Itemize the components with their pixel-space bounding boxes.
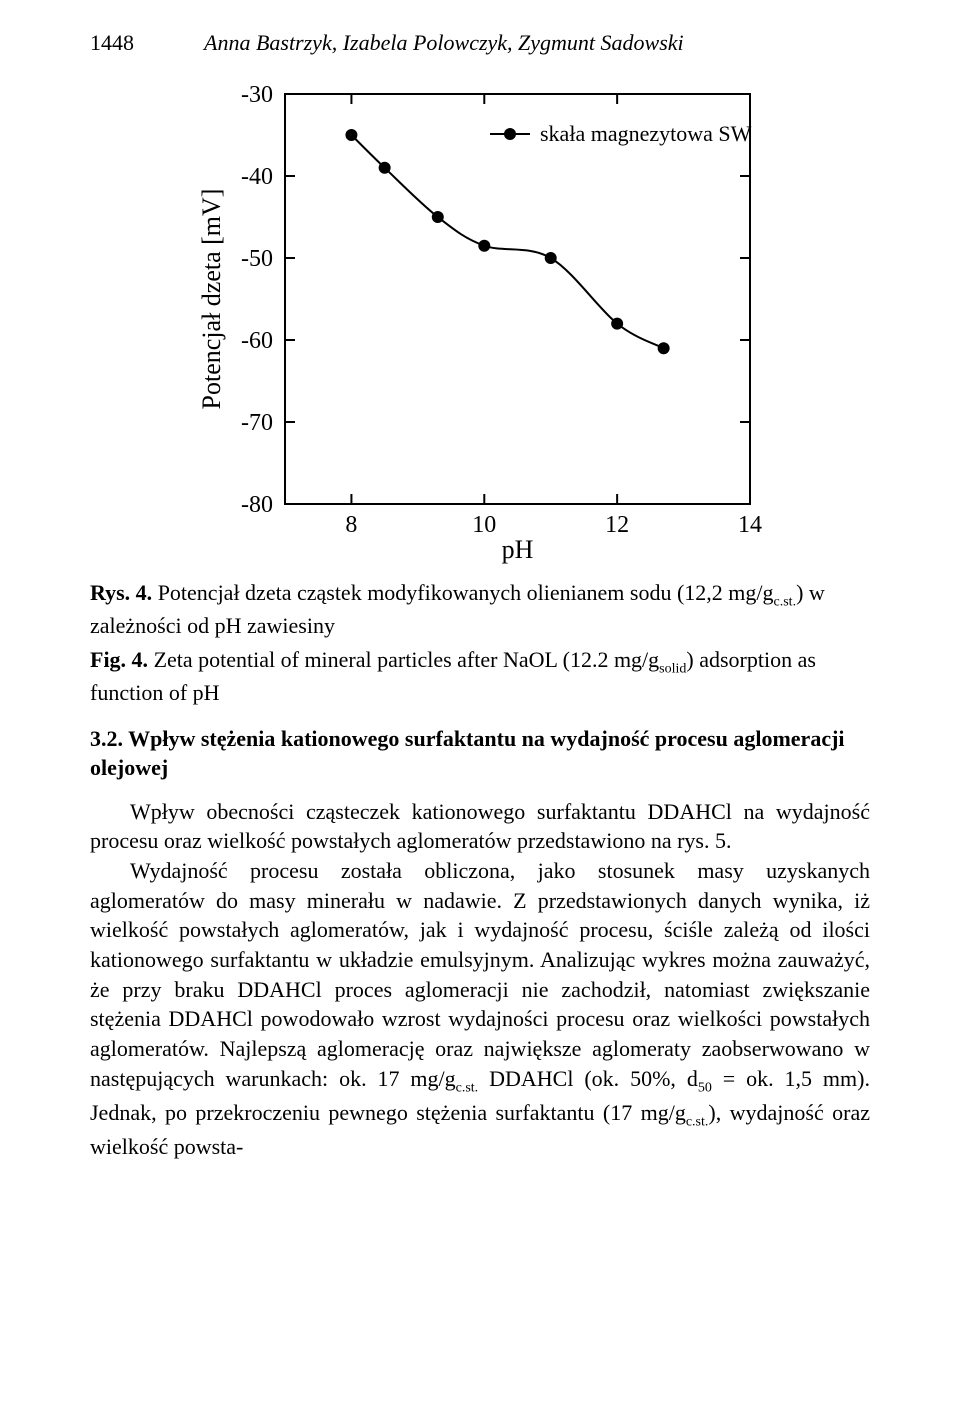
running-header: 1448 Anna Bastrzyk, Izabela Polowczyk, Z… (90, 30, 870, 56)
p2-t1: Wydajność procesu została obliczona, jak… (90, 858, 870, 1091)
svg-text:-30: -30 (241, 82, 273, 108)
caption-pl-prefix: Rys. 4. (90, 580, 152, 605)
caption-en-text1: Zeta potential of mineral particles afte… (148, 647, 659, 672)
svg-text:Potencjał dzeta [mV]: Potencjał dzeta [mV] (197, 189, 226, 410)
p2-s1: c.st. (456, 1080, 479, 1095)
caption-pl-text1: Potencjał dzeta cząstek modyfikowanych o… (152, 580, 773, 605)
paragraph-2: Wydajność procesu została obliczona, jak… (90, 856, 870, 1162)
section-number: 3.2. (90, 726, 123, 751)
svg-text:pH: pH (502, 535, 534, 564)
svg-text:-40: -40 (241, 164, 273, 190)
svg-text:-80: -80 (241, 492, 273, 518)
header-authors: Anna Bastrzyk, Izabela Polowczyk, Zygmun… (204, 30, 684, 56)
caption-pl: Rys. 4. Potencjał dzeta cząstek modyfiko… (90, 579, 870, 640)
p2-s2: 50 (698, 1080, 712, 1095)
caption-en: Fig. 4. Zeta potential of mineral partic… (90, 646, 870, 707)
page-number: 1448 (90, 30, 134, 56)
caption-en-sub1: solid (659, 662, 686, 677)
section-heading: 3.2. Wpływ stężenia kationowego surfakta… (90, 725, 870, 782)
svg-text:skała magnezytowa SW: skała magnezytowa SW (540, 121, 752, 146)
paragraph-1: Wpływ obecności cząsteczek kationowego s… (90, 797, 870, 856)
svg-text:14: 14 (738, 512, 762, 538)
section-title: Wpływ stężenia kationowego surfaktantu n… (90, 726, 845, 780)
svg-text:8: 8 (345, 512, 357, 538)
caption-en-prefix: Fig. 4. (90, 647, 148, 672)
p2-t2: DDAHCl (ok. 50%, d (478, 1066, 698, 1091)
svg-text:-70: -70 (241, 410, 273, 436)
svg-text:-50: -50 (241, 246, 273, 272)
p2-s3: c.st. (686, 1114, 709, 1129)
caption-pl-sub1: c.st. (774, 594, 797, 609)
svg-text:-60: -60 (241, 328, 273, 354)
svg-text:12: 12 (605, 512, 629, 538)
zeta-chart: -30 -40 -50 -60 -70 -80 8 10 12 14 pH Potencjał dze… (190, 74, 770, 569)
svg-text:10: 10 (472, 512, 496, 538)
